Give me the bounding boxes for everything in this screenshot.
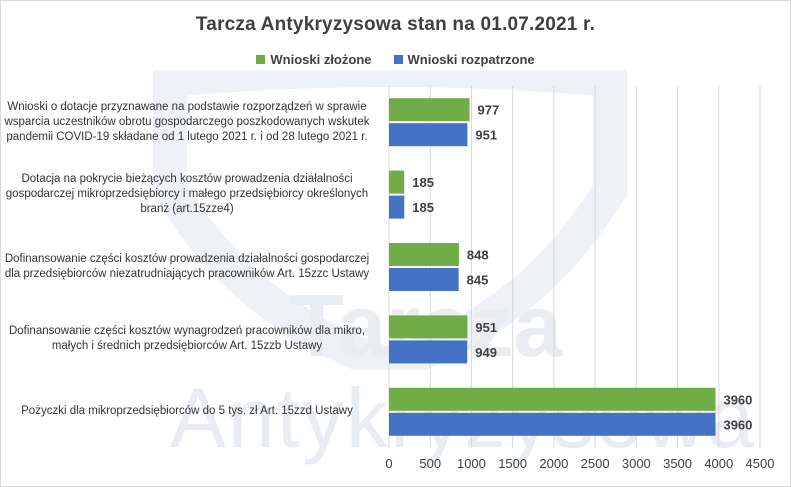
data-label-series-2-cat-2: 185	[412, 200, 434, 215]
bar-series-1-cat-1	[389, 98, 470, 122]
data-label-series-2-cat-1: 951	[475, 128, 497, 143]
bar-series-2-cat-5	[389, 412, 716, 436]
bar-series-1-cat-2	[389, 170, 405, 194]
data-label-series-1-cat-4: 951	[475, 320, 497, 335]
bar-series-1-cat-5	[389, 387, 716, 411]
category-label-2: Dotacja na pokrycie bieżących kosztów pr…	[5, 173, 369, 216]
watermark-shield-icon	[153, 70, 627, 370]
x-tick-label-2: 1000	[457, 456, 486, 471]
bar-series-1-cat-3	[389, 243, 459, 266]
data-label-series-2-cat-4: 949	[475, 345, 497, 360]
data-label-series-1-cat-5: 3960	[723, 392, 752, 407]
data-label-series-1-cat-2: 185	[412, 175, 434, 190]
x-tick-label-9: 4500	[746, 456, 775, 471]
category-label-4: Dofinansowanie części kosztów wynagrodze…	[8, 325, 366, 353]
legend-item-series-2: Wnioski rozpatrzone	[393, 52, 535, 67]
data-label-series-2-cat-3: 845	[467, 273, 489, 288]
category-label-1: Wnioski o dotacje przyznawane na podstaw…	[4, 100, 370, 143]
data-label-series-1-cat-1: 977	[478, 103, 500, 118]
data-label-series-2-cat-5: 3960	[723, 417, 752, 432]
bar-series-2-cat-3	[389, 268, 459, 291]
bar-series-2-cat-2	[389, 195, 405, 219]
bar-series-2-cat-1	[389, 123, 468, 147]
legend: Wnioski złożone Wnioski rozpatrzone	[0, 52, 791, 67]
x-tick-label-8: 4000	[704, 456, 733, 471]
category-label-3: Dofinansowanie części kosztów prowadzeni…	[4, 253, 370, 280]
category-label-5: Pożyczki dla mikroprzedsiębiorców do 5 t…	[21, 405, 353, 418]
x-tick-label-5: 2500	[581, 456, 610, 471]
legend-swatch-series-2	[393, 55, 403, 64]
x-tick-label-7: 3500	[663, 456, 692, 471]
data-label-series-1-cat-3: 848	[467, 248, 489, 263]
legend-label-series-2: Wnioski rozpatrzone	[407, 52, 535, 67]
bar-series-2-cat-4	[389, 340, 468, 364]
chart-title: Tarcza Antykryzysowa stan na 01.07.2021 …	[195, 14, 596, 35]
bar-series-1-cat-4	[389, 315, 468, 339]
x-tick-label-4: 2000	[539, 456, 568, 471]
legend-label-series-1: Wnioski złożone	[270, 52, 372, 67]
x-tick-label-6: 3000	[622, 456, 651, 471]
legend-swatch-series-1	[256, 55, 266, 64]
x-tick-label-3: 1500	[498, 456, 527, 471]
x-tick-label-1: 500	[419, 456, 441, 471]
x-tick-label-0: 0	[385, 456, 392, 471]
legend-item-series-1: Wnioski złożone	[256, 52, 372, 67]
